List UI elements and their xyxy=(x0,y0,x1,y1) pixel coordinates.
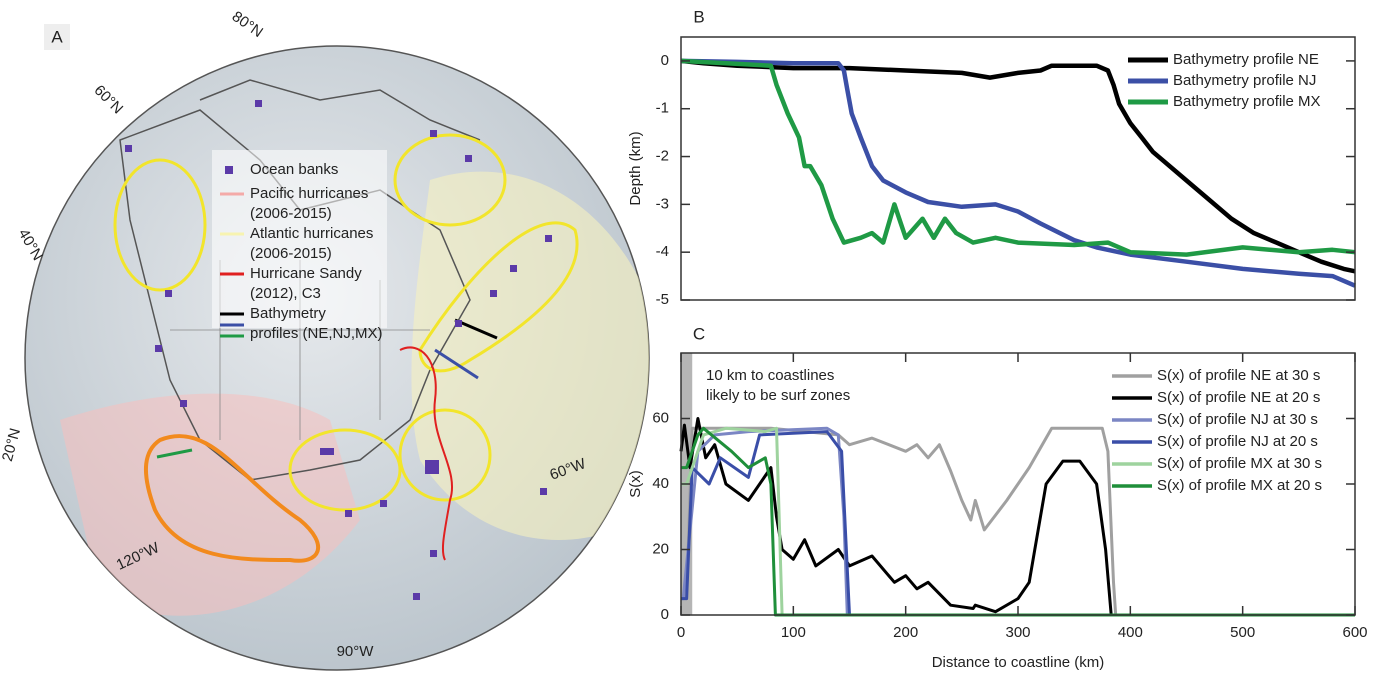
y-tick-label: 20 xyxy=(652,540,669,557)
y-tick-label: 40 xyxy=(652,475,669,492)
legend-label: Bathymetry profile MX xyxy=(1173,93,1321,110)
legend-label: (2006-2015) xyxy=(250,245,332,262)
sandy-track xyxy=(399,346,453,561)
lat-label: 60°N xyxy=(91,82,127,118)
legend-label: (2012), C3 xyxy=(250,285,321,302)
legend-label: S(x) of profile NE at 30 s xyxy=(1157,367,1320,384)
y-axis-label: S(x) xyxy=(627,470,644,498)
series-line xyxy=(681,430,1355,617)
x-tick-label: 400 xyxy=(1118,624,1143,641)
legend-label: S(x) of profile NJ at 30 s xyxy=(1157,411,1318,428)
legend-label: S(x) of profile NE at 20 s xyxy=(1157,389,1320,406)
profile-nj xyxy=(434,348,479,380)
ocean-banks xyxy=(125,100,552,600)
legend-label: S(x) of profile NJ at 20 s xyxy=(1157,433,1318,450)
region-outline xyxy=(393,133,507,227)
legend-label: Bathymetry profile NE xyxy=(1173,51,1319,68)
legend-label: Hurricane Sandy xyxy=(250,265,362,282)
x-tick-label: 300 xyxy=(1005,624,1030,641)
legend-marker xyxy=(225,166,233,174)
x-tick-label: 100 xyxy=(781,624,806,641)
map-legend-box xyxy=(212,150,387,328)
legend-label: (2006-2015) xyxy=(250,205,332,222)
y-tick-label: -2 xyxy=(656,148,669,165)
region-outline xyxy=(418,221,579,373)
y-tick-label: 60 xyxy=(652,409,669,426)
series-line xyxy=(681,426,1355,617)
legend-label: Atlantic hurricanes xyxy=(250,225,373,242)
y-axis-label: Depth (km) xyxy=(627,131,644,205)
y-tick-label: -1 xyxy=(656,100,669,117)
map-features xyxy=(60,79,649,616)
lat-label: 20°N xyxy=(0,426,24,463)
panel-label: B xyxy=(693,7,704,26)
series-line xyxy=(679,417,1355,617)
legend-label: S(x) of profile MX at 30 s xyxy=(1157,455,1322,472)
y-tick-label: -5 xyxy=(656,291,669,308)
map: A 80°N 60°N 40°N 20°N 120°W 90°W 60°W xyxy=(0,8,650,671)
profile-mx xyxy=(156,448,193,459)
coastline xyxy=(199,79,481,141)
legend-label: Ocean banks xyxy=(250,161,338,178)
plot-frame xyxy=(680,36,1356,301)
x-tick-label: 500 xyxy=(1230,624,1255,641)
annotation: 10 km to coastlines xyxy=(706,367,834,384)
region-outline xyxy=(143,434,321,563)
legend-label: profiles (NE,NJ,MX) xyxy=(250,325,383,342)
series-line xyxy=(680,58,1356,257)
region-outline xyxy=(398,408,492,502)
series-line xyxy=(681,426,1355,617)
legend-label: S(x) of profile MX at 20 s xyxy=(1157,477,1322,494)
y-tick-label: 0 xyxy=(661,606,669,623)
series-line xyxy=(680,58,1356,288)
lat-label: 80°N xyxy=(229,8,266,41)
x-axis-label: Distance to coastline (km) xyxy=(932,654,1105,671)
series-line xyxy=(680,58,1356,274)
region-outline xyxy=(113,158,207,292)
atlantic-tracks xyxy=(411,171,649,540)
legend-label: Pacific hurricanes xyxy=(250,185,368,202)
x-tick-label: 200 xyxy=(893,624,918,641)
panel-label-box xyxy=(44,24,70,50)
x-tick-label: 0 xyxy=(677,624,685,641)
lon-label: 90°W xyxy=(337,643,375,660)
y-tick-label: -3 xyxy=(656,195,669,212)
legend-label: Bathymetry xyxy=(250,305,326,322)
legend-label: Bathymetry profile NJ xyxy=(1173,72,1316,89)
borders xyxy=(170,260,430,440)
y-tick-label: 0 xyxy=(661,52,669,69)
panel-label: C xyxy=(693,324,705,343)
y-tick-label: -4 xyxy=(656,243,669,260)
panel-label: A xyxy=(51,27,63,46)
x-tick-label: 600 xyxy=(1342,624,1367,641)
annotation: likely to be surf zones xyxy=(706,387,850,404)
plots: Ocean banks Pacific hurricanes (2006-2015)… xyxy=(220,7,1368,671)
